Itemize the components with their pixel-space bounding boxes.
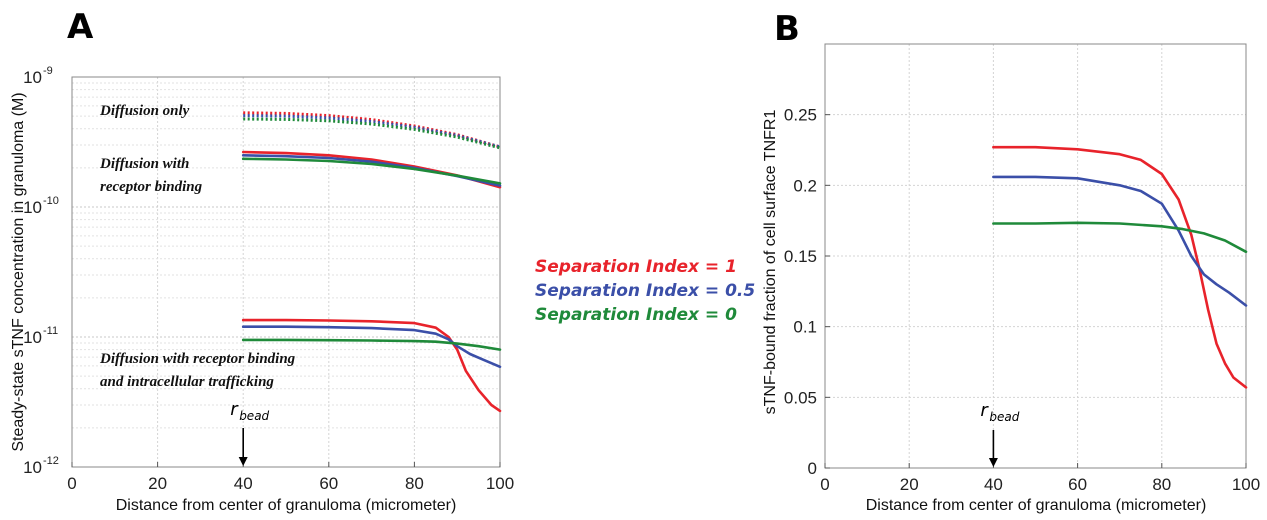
rbead-subscript: bead xyxy=(239,409,269,423)
chart-b-series-line xyxy=(992,175,1248,307)
chart-b-y-ticks: 0 0.05 0.1 0.15 0.2 0.25 xyxy=(784,106,830,478)
chart-a-annotation: Diffusion only xyxy=(99,103,190,119)
chart-a-annotation: Diffusion with xyxy=(99,156,189,172)
chart-a-x-axis-label: Distance from center of granuloma (micro… xyxy=(116,497,457,514)
chart-a-series-line xyxy=(243,111,501,149)
chart-b-x-tick-label: 40 xyxy=(984,475,1003,494)
chart-a-y-tick-exponent: -11 xyxy=(43,325,58,337)
legend-entry: Separation Index = 1 xyxy=(535,257,737,277)
chart-a-plot-frame xyxy=(71,76,501,468)
chart-a-grid xyxy=(71,77,501,468)
chart-a-y-tick-label: 10 xyxy=(23,458,42,477)
chart-b-series-line xyxy=(992,145,1248,389)
chart-b-rbead-marker: r bead xyxy=(980,400,1020,467)
chart-a-y-axis-label: Steady-state sTNF concentration in granu… xyxy=(10,92,27,451)
panel-label-a: A xyxy=(67,7,94,47)
chart-a-y-tick-label: 10 xyxy=(23,68,42,87)
chart-b-x-tick-label: 0 xyxy=(820,475,829,494)
chart-a-y-tick-label: 10 xyxy=(23,328,42,347)
chart-b-y-tick-label: 0 xyxy=(808,459,817,478)
chart-a-x-tick-label: 0 xyxy=(67,474,76,493)
chart-b-y-tick-label: 0.25 xyxy=(784,106,817,125)
chart-b-x-axis-label: Distance from center of granuloma (micro… xyxy=(866,497,1207,514)
chart-a-y-tick-label: 10 xyxy=(23,198,42,217)
chart-a-y-tick-exponent: -10 xyxy=(43,195,59,207)
chart-a-x-tick-label: 60 xyxy=(319,474,338,493)
chart-b-x-tick-label: 100 xyxy=(1232,475,1260,494)
chart-b-series-line xyxy=(992,221,1248,254)
legend-entry: Separation Index = 0 xyxy=(535,305,737,325)
chart-b-y-tick-label: 0.1 xyxy=(793,318,817,337)
chart-b-x-tick-label: 60 xyxy=(1068,475,1087,494)
chart-b-series xyxy=(992,145,1248,389)
chart-b-y-tick-label: 0.15 xyxy=(784,247,817,266)
chart-a-series-line xyxy=(243,114,501,149)
chart-a-x-tick-label: 100 xyxy=(486,474,514,493)
chart-b: 0 20 40 60 80 100 0 0.05 0.1 0.15 0.2 0.25 r bead D… xyxy=(762,43,1260,514)
chart-a-annotation: and intracellular trafficking xyxy=(100,374,274,390)
legend-entry: Separation Index = 0.5 xyxy=(535,281,755,301)
chart-a-rbead-marker: r bead xyxy=(230,399,270,466)
chart-a-x-tick-label: 20 xyxy=(148,474,167,493)
chart-a-x-tick-label: 80 xyxy=(405,474,424,493)
chart-a-y-tick-exponent: -9 xyxy=(43,65,53,77)
chart-a-series-line xyxy=(241,338,502,351)
chart-a-x-tick-label: 40 xyxy=(234,474,253,493)
chart-a-y-tick-exponent: -12 xyxy=(43,455,59,467)
chart-a-series xyxy=(241,111,502,413)
rbead-arrow-head xyxy=(988,458,998,467)
panel-label-b: B xyxy=(774,9,800,49)
chart-b-y-axis-label: sTNF-bound fraction of cell surface TNFR… xyxy=(762,110,779,415)
chart-a-series-line xyxy=(241,157,502,185)
chart-b-x-tick-label: 20 xyxy=(900,475,919,494)
chart-b-y-tick-label: 0.05 xyxy=(784,388,817,407)
rbead-label: r xyxy=(980,400,989,421)
rbead-subscript: bead xyxy=(989,410,1019,424)
chart-b-y-tick-label: 0.2 xyxy=(793,176,817,195)
chart-b-x-tick-label: 80 xyxy=(1152,475,1171,494)
chart-a-annotation: receptor binding xyxy=(100,179,203,195)
rbead-label: r xyxy=(230,399,239,420)
legend: Separation Index = 1 Separation Index = 0… xyxy=(535,257,755,325)
chart-a-annotation: Diffusion with receptor binding xyxy=(99,351,296,367)
rbead-arrow-head xyxy=(238,457,248,466)
chart-a-series-line xyxy=(243,117,501,150)
chart-b-x-ticks: 0 20 40 60 80 100 xyxy=(820,463,1260,494)
chart-a-x-ticks: 0 20 40 60 80 100 xyxy=(67,462,514,493)
chart-a-series-line xyxy=(241,325,502,369)
chart-b-grid xyxy=(824,44,1247,469)
chart-a-annotations: Diffusion only Diffusion with receptor bin… xyxy=(99,103,296,390)
chart-a-series-line xyxy=(241,318,502,413)
